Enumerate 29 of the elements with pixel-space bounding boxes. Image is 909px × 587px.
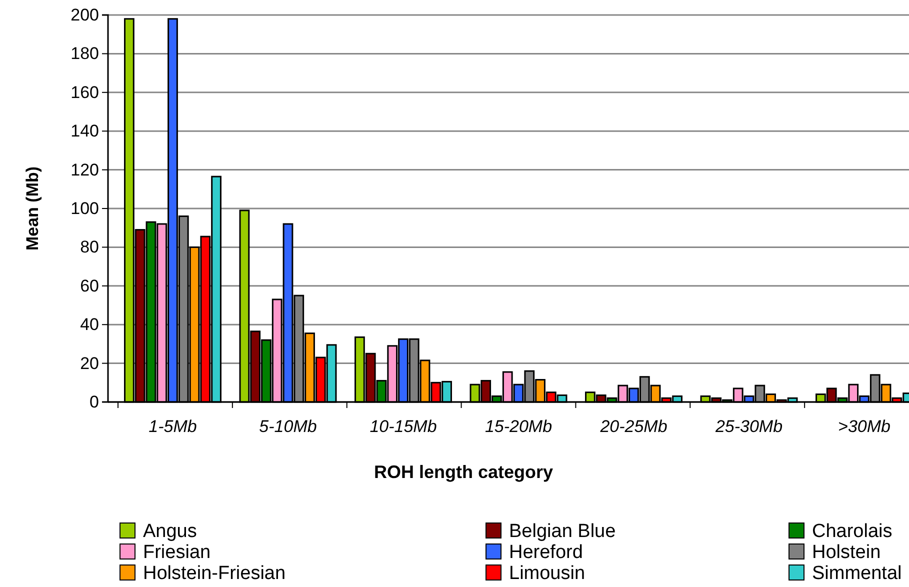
legend-label: Friesian [143, 542, 211, 563]
y-tick-label: 140 [70, 122, 99, 141]
x-axis-title: ROH length category [374, 462, 554, 482]
y-tick-label: 160 [70, 82, 99, 102]
legend-label: Hereford [509, 542, 583, 563]
legend-label: Belgian Blue [509, 521, 616, 542]
y-tick-label: 60 [80, 276, 99, 296]
legend-label: Simmental [812, 563, 902, 584]
y-tick-label: 120 [70, 160, 99, 180]
x-tick-label: 5-10Mb [259, 417, 317, 436]
x-tick-label: 1-5Mb [148, 417, 197, 436]
legend-label: Charolais [812, 521, 892, 542]
x-tick-label: 10-15Mb [370, 417, 437, 436]
y-axis-title: Mean (Mb) [23, 166, 42, 251]
y-tick-label: 80 [80, 238, 99, 257]
legend-label: Holstein [812, 542, 881, 563]
legend-label: Holstein-Friesian [143, 563, 286, 584]
x-tick-label: 20-25Mb [599, 417, 668, 436]
y-tick-label: 200 [70, 5, 99, 24]
y-tick-label: 40 [80, 315, 99, 334]
legend-label: Limousin [509, 563, 586, 584]
y-tick-label: 0 [90, 392, 99, 412]
y-tick-label: 20 [80, 354, 99, 373]
y-tick-label: 100 [70, 198, 99, 218]
x-tick-label: 15-20Mb [484, 417, 552, 436]
y-tick-label: 180 [70, 44, 99, 64]
x-tick-label: >30Mb [838, 417, 890, 436]
legend-label: Angus [143, 521, 197, 542]
x-tick-label: 25-30Mb [714, 417, 783, 436]
